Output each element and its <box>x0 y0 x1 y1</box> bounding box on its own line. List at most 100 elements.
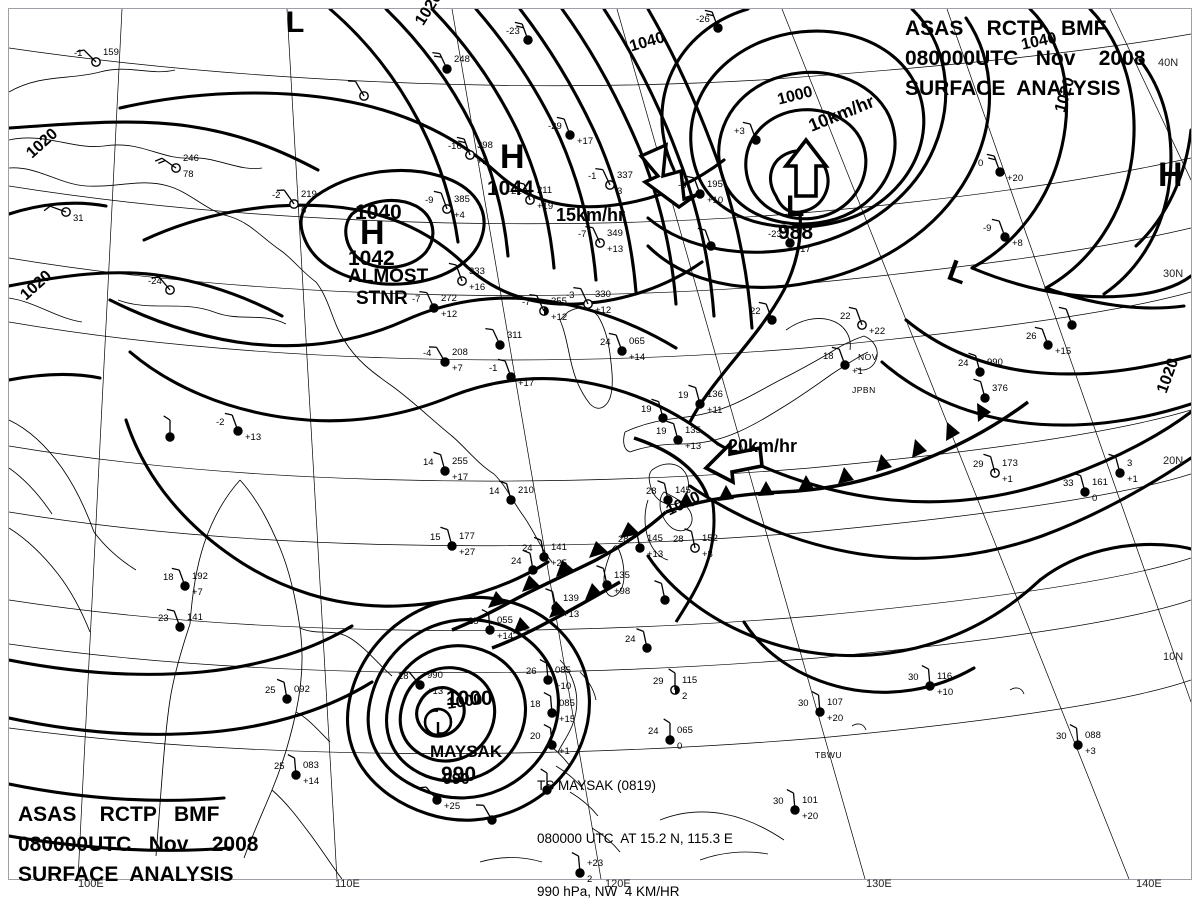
station-pressure: 152 <box>702 533 718 544</box>
occluded-front-988 <box>688 213 802 423</box>
station-temperature: +3 <box>734 126 745 137</box>
high-1044-pressure: 1044 <box>487 177 534 200</box>
station-dewpoint: +14 <box>303 776 320 787</box>
station-dewpoint: +22 <box>869 326 886 337</box>
coastlines <box>9 68 1025 879</box>
station-temperature: -7 <box>578 229 587 240</box>
station-pressure: +23 <box>587 858 604 869</box>
station-plot-symbol <box>171 567 190 591</box>
station-plot-symbol <box>522 549 538 575</box>
station-temperature: 14 <box>423 457 434 468</box>
station-dewpoint: +1 <box>559 746 570 757</box>
isobar-ts-1000 <box>385 644 528 783</box>
station-plot-symbol <box>556 116 575 140</box>
station-dewpoint: 31 <box>73 213 84 224</box>
station-temperature: -1 <box>588 171 597 182</box>
station-pressure: 208 <box>452 347 468 358</box>
station-pressure: 055 <box>497 615 513 626</box>
station-temperature: -23 <box>768 229 782 240</box>
station-dewpoint: +8 <box>1012 238 1023 249</box>
station-dewpoint: +3 <box>1085 746 1096 757</box>
station-plot-symbol <box>499 480 516 505</box>
low-symbol-988: L <box>786 190 805 223</box>
isobar-ridge-1 <box>118 91 726 209</box>
station-pressure: 398 <box>477 140 493 151</box>
station-temperature: -9 <box>983 223 992 234</box>
station-plot-symbol <box>151 276 175 295</box>
longitude-label: 100E <box>78 878 104 890</box>
station-plot-symbol <box>514 21 533 45</box>
station-temperature: 24 <box>648 726 659 737</box>
station-plot-symbol <box>663 718 675 745</box>
station-temperature: 19 <box>656 426 667 437</box>
station-plot-symbol <box>595 167 615 190</box>
station-temperature: 26 <box>1026 331 1037 342</box>
station-pressure: 211 <box>537 185 553 196</box>
front-motion-label: 20km/hr <box>728 436 798 456</box>
station-temperature: -16 <box>448 141 462 152</box>
station-pressure: 085 <box>555 665 571 676</box>
station-pressure: 3 <box>1127 458 1133 469</box>
station-plot-symbol <box>163 415 175 442</box>
station-plot-symbol <box>983 453 1000 478</box>
station-plot-symbol <box>276 678 292 704</box>
station-plot-symbol <box>831 346 850 370</box>
station-dewpoint: +15 <box>559 714 576 725</box>
station-plot-symbol <box>540 768 552 795</box>
station-plot-symbol <box>758 301 777 325</box>
station-pressure: 173 <box>1002 458 1018 469</box>
longitude-label: 120E <box>605 878 631 890</box>
high-1042-pressure: 1042 <box>348 247 395 270</box>
station-dewpoint: +12 <box>441 309 458 320</box>
station-id-label: NOV <box>858 352 878 362</box>
station-temperature: 22 <box>750 306 761 317</box>
station-pressure: 246 <box>183 153 199 164</box>
station-temperature: -24 <box>148 276 162 287</box>
station-plot-symbol <box>154 157 181 173</box>
map-frame <box>8 8 1192 880</box>
station-temperature: -1 <box>489 363 498 374</box>
station-pressure: 101 <box>802 795 818 806</box>
station-plot-symbol <box>543 692 557 718</box>
ts-pressure-label: 990 <box>441 763 477 786</box>
low-988-pressure: 988 <box>778 221 814 244</box>
station-temperature: 28 <box>398 671 409 682</box>
station-dewpoint: +15 <box>1055 346 1072 357</box>
station-plot-symbol <box>1069 724 1083 750</box>
isobar-ts-1010 <box>346 595 591 822</box>
station-dewpoint: 0 <box>1092 493 1098 504</box>
station-dewpoint: +13 <box>685 441 702 452</box>
station-plot-symbol <box>516 181 535 205</box>
station-dewpoint: +14 <box>497 631 514 642</box>
station-dewpoint: +19 <box>537 201 554 212</box>
motion-arrow-h1044 <box>638 142 697 210</box>
station-plot-symbol <box>448 262 467 286</box>
station-dewpoint: +20 <box>827 713 844 724</box>
station-plot-symbol <box>475 804 497 825</box>
station-pressure: 337 <box>617 170 633 181</box>
station-dewpoint: -17 <box>797 244 811 255</box>
station-temperature: 24 <box>600 337 611 348</box>
station-pressure: 159 <box>103 47 119 58</box>
header-bottom-line2: 080000UTC Nov 2008 <box>18 833 259 856</box>
station-pressure: 272 <box>441 293 457 304</box>
station-plot-symbol <box>1034 326 1053 350</box>
station-pressure: 355 <box>551 296 567 307</box>
station-temperature: 28 <box>673 534 684 545</box>
station-pressure: 065 <box>629 336 645 347</box>
station-plot-symbol <box>776 224 795 248</box>
station-temperature: 19 <box>641 404 652 415</box>
station-plot-symbol <box>629 528 645 553</box>
station-plot-symbol <box>418 786 442 805</box>
station-dewpoint: +12 <box>551 312 568 323</box>
header-bottom-line1: ASAS RCTP BMF <box>18 803 220 826</box>
station-temperature: 30 <box>908 672 919 683</box>
station-dewpoint: 3 <box>617 186 623 197</box>
station-temperature: -2 <box>216 417 225 428</box>
station-plot-symbol <box>497 358 516 382</box>
station-temperature: 20 <box>530 731 541 742</box>
station-plot-symbol <box>545 588 561 613</box>
station-dewpoint: +13 <box>563 609 580 620</box>
